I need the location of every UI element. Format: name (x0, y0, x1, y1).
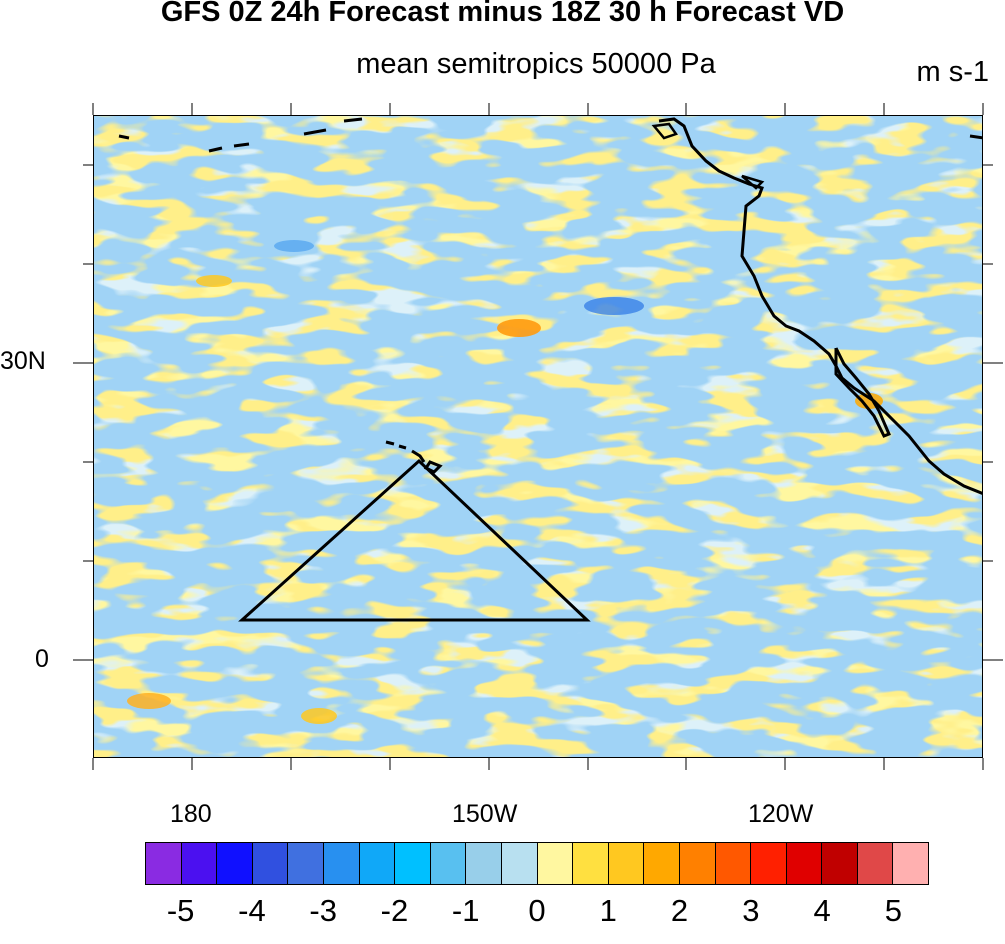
colorbar-label: 0 (528, 893, 546, 928)
positive-anomaly (127, 693, 171, 709)
positive-anomaly (196, 275, 232, 287)
colorbar-swatch (537, 843, 574, 884)
lat-label-30n: 30N (0, 347, 46, 375)
colorbar-swatch (359, 843, 396, 884)
positive-anomaly (497, 319, 541, 337)
baja-peninsula (834, 347, 891, 438)
island-coast (118, 117, 363, 153)
colorbar-label: -2 (380, 893, 409, 928)
colorbar-swatch (608, 843, 645, 884)
colorbar-swatch (715, 843, 752, 884)
positive-anomaly (301, 708, 337, 724)
colorbar-swatch (857, 843, 894, 884)
colorbar-swatch (252, 843, 289, 884)
colorbar (145, 842, 929, 885)
colorbar-swatch (573, 843, 609, 884)
chart-title: GFS 0Z 24h Forecast minus 18Z 30 h Forec… (160, 0, 845, 28)
colorbar-swatch (501, 843, 538, 884)
coastline (658, 117, 982, 495)
colorbar-swatch (822, 843, 858, 884)
colorbar-swatch (430, 843, 467, 884)
colorbar-label: -5 (166, 893, 195, 928)
island-coast (651, 122, 678, 140)
lon-label-180: 180 (170, 800, 212, 828)
chart-subtitle: mean semitropics 50000 Pa (356, 48, 716, 80)
colorbar-label: 2 (670, 893, 689, 928)
colorbar-swatch (323, 843, 360, 884)
colorbar-label: 4 (813, 893, 831, 928)
negative-anomaly (274, 240, 314, 252)
colorbar-swatch (217, 843, 253, 884)
units-label: m s-1 (916, 56, 990, 88)
colorbar-swatch (146, 843, 182, 884)
map-field (94, 116, 982, 757)
colorbar-swatch (395, 843, 431, 884)
negative-anomaly (584, 297, 644, 315)
colorbar-swatch (466, 843, 502, 884)
map-panel (93, 115, 983, 758)
colorbar-swatch (679, 843, 716, 884)
colorbar-swatch (751, 843, 787, 884)
lon-label-150w: 150W (452, 800, 518, 828)
colorbar-label: -1 (451, 893, 480, 928)
colorbar-label: -3 (309, 893, 337, 928)
colorbar-label: 3 (742, 893, 760, 928)
colorbar-label: 5 (884, 893, 902, 928)
hawaii-islands (385, 440, 443, 474)
island-coast (741, 174, 765, 190)
colorbar-swatch (786, 843, 823, 884)
colorbar-swatch (288, 843, 324, 884)
colorbar-label: -4 (238, 893, 266, 928)
lon-label-120w: 120W (748, 800, 814, 828)
colorbar-swatch (893, 843, 929, 884)
colorbar-swatch (644, 843, 680, 884)
lat-label-0: 0 (35, 645, 49, 673)
region-outline-triangle (238, 458, 591, 622)
colorbar-swatch (181, 843, 218, 884)
island-coast (969, 134, 982, 140)
colorbar-label: 1 (599, 893, 617, 928)
